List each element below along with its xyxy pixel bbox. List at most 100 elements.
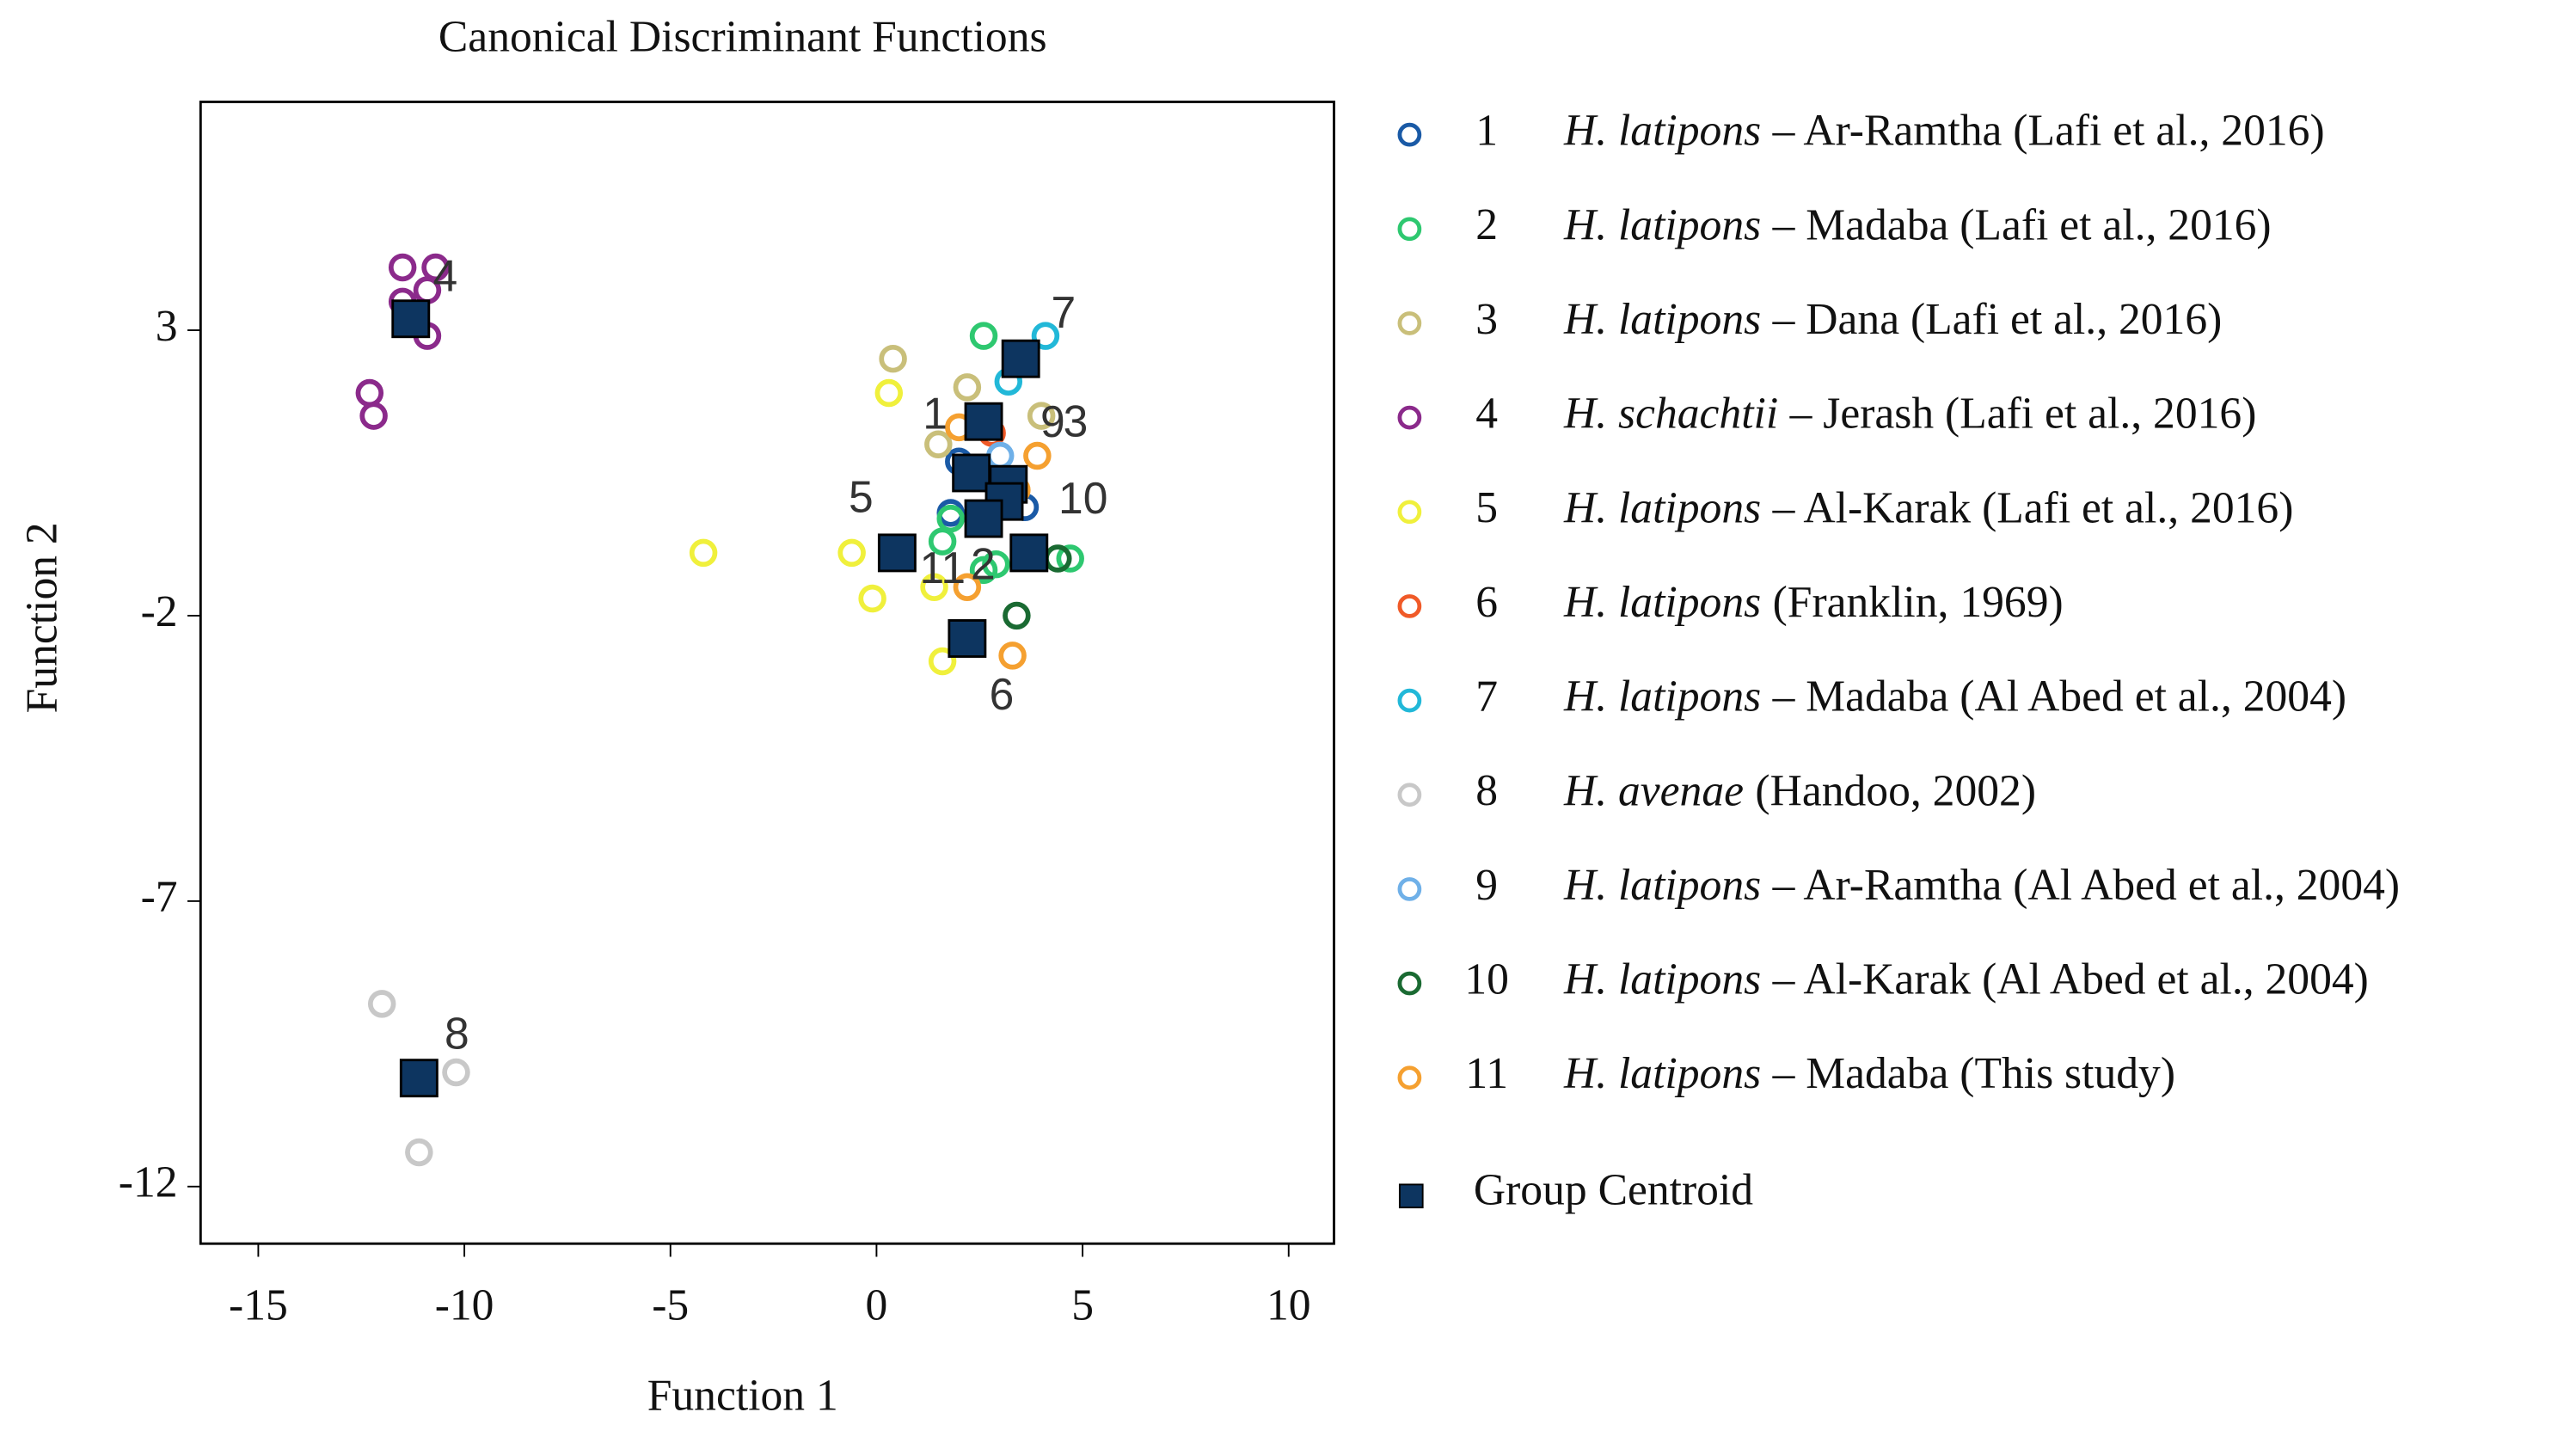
legend-number: 9: [1475, 861, 1498, 910]
legend-species: H. latipons: [1563, 955, 1761, 1004]
legend-marker: [1397, 311, 1422, 335]
legend-marker: [1397, 594, 1422, 618]
legend-species: H. latipons: [1563, 861, 1761, 910]
legend-species: H. latipons: [1563, 200, 1761, 249]
centroid-label: 5: [849, 471, 874, 521]
legend-marker: [1398, 1183, 1424, 1209]
legend-source: – Madaba (Al Abed et al., 2004): [1772, 672, 2346, 721]
point: [969, 322, 998, 350]
legend-number: 3: [1475, 295, 1498, 344]
legend-entry: H. latipons – Al-Karak (Lafi et al., 2016…: [1563, 483, 2293, 532]
point: [1056, 544, 1084, 573]
legend-source: – Ar-Ramtha (Lafi et al., 2016): [1772, 106, 2325, 155]
legend-source: – Al-Karak (Lafi et al., 2016): [1772, 483, 2294, 532]
legend-number: 1: [1475, 106, 1498, 155]
y-tick-label: -2: [141, 587, 178, 636]
point: [355, 378, 384, 408]
legend-source: – Madaba (Lafi et al., 2016): [1772, 200, 2272, 249]
legend-number: 2: [1475, 200, 1498, 249]
group-centroid: [952, 453, 991, 493]
x-tick-label: -5: [652, 1280, 689, 1329]
legend-entry: Group Centroid: [1474, 1166, 1753, 1215]
legend-source: – Al-Karak (Al Abed et al., 2004): [1772, 955, 2369, 1004]
point: [421, 253, 450, 282]
y-tick-label: 3: [156, 302, 178, 351]
legend-species: H. schachtii: [1563, 389, 1778, 438]
centroid-label: 11: [920, 543, 966, 592]
group-centroid: [399, 1059, 439, 1098]
legend-marker: [1397, 877, 1422, 901]
group-centroid: [964, 402, 1003, 441]
legend-entry: H. latipons – Dana (Lafi et al., 2016): [1563, 295, 2222, 344]
point: [1023, 441, 1052, 470]
legend-entry: H. schachtii – Jerash (Lafi et al., 2016): [1563, 389, 2256, 438]
legend-entry: H. latipons (Franklin, 1969): [1563, 578, 2064, 627]
centroid-label: 3: [1064, 396, 1089, 446]
centroid-label: 8: [445, 1009, 469, 1059]
legend-marker: [1397, 1065, 1422, 1090]
legend-species: H. avenae: [1563, 766, 1744, 815]
legend-species: H. latipons: [1563, 295, 1761, 344]
point: [367, 990, 396, 1018]
legend-marker: [1397, 971, 1422, 996]
legend-source: (Handoo, 2002): [1755, 766, 2036, 815]
centroid-label: 6: [990, 669, 1015, 719]
legend-entry: H. latipons – Madaba (This study): [1563, 1049, 2175, 1098]
legend-marker: [1397, 783, 1422, 807]
point: [1003, 601, 1031, 630]
group-centroid: [877, 533, 917, 573]
point: [936, 504, 965, 533]
point: [388, 253, 417, 282]
legend-number: 6: [1475, 578, 1498, 627]
group-centroid: [964, 499, 1003, 538]
legend-marker: [1397, 217, 1422, 242]
x-tick-label: 5: [1071, 1280, 1094, 1329]
legend-source: – Jerash (Lafi et al., 2016): [1789, 389, 2257, 438]
x-tick-label: -10: [435, 1280, 494, 1329]
legend-marker: [1397, 688, 1422, 713]
point: [1031, 322, 1060, 350]
legend-marker: [1397, 122, 1422, 147]
x-tick-label: 10: [1267, 1280, 1311, 1329]
legend-species: H. latipons: [1563, 1049, 1761, 1098]
point: [359, 402, 388, 430]
legend-marker: [1397, 405, 1422, 430]
centroid-label: 4: [433, 250, 458, 300]
legend-source: – Madaba (This study): [1772, 1049, 2175, 1098]
point: [874, 378, 904, 408]
point: [998, 642, 1027, 670]
centroid-label: 7: [1052, 287, 1076, 337]
legend-marker: [1397, 500, 1422, 525]
point: [1027, 402, 1056, 430]
point: [928, 647, 957, 676]
point: [985, 441, 1015, 470]
legend-entry: H. latipons – Ar-Ramtha (Lafi et al., 201…: [1563, 106, 2325, 155]
point: [982, 550, 1010, 579]
legend-number: 10: [1464, 955, 1509, 1004]
legend-entry: H. latipons – Ar-Ramtha (Al Abed et al., …: [1563, 861, 2400, 910]
group-centroid: [1009, 533, 1049, 573]
y-axis-label: Function 2: [18, 522, 67, 713]
y-tick-label: -7: [141, 873, 178, 922]
group-centroid: [1001, 339, 1040, 378]
legend-number: 4: [1475, 389, 1498, 438]
group-centroid: [948, 619, 987, 658]
legend-species: H. latipons: [1563, 672, 1761, 721]
legend-source: (Franklin, 1969): [1773, 578, 2064, 627]
legend-entry: H. latipons – Madaba (Lafi et al., 2016): [1563, 200, 2272, 249]
legend-entry: H. latipons – Al-Karak (Al Abed et al., 2…: [1563, 955, 2369, 1004]
point: [924, 430, 953, 459]
centroid-label: 9: [1040, 396, 1065, 446]
legend-number: 8: [1475, 766, 1498, 815]
centroid-label: 2: [971, 539, 996, 589]
legend-number: 7: [1475, 672, 1498, 721]
group-centroid: [391, 299, 431, 339]
point: [879, 344, 907, 373]
centroid-label: 1: [923, 389, 948, 439]
point: [837, 538, 866, 568]
legend-source: – Ar-Ramtha (Al Abed et al., 2004): [1772, 861, 2401, 910]
legend-source: – Dana (Lafi et al., 2016): [1772, 295, 2223, 344]
legend-entry: H. latipons – Madaba (Al Abed et al., 200…: [1563, 672, 2346, 721]
chart-title: Canonical Discriminant Functions: [439, 13, 1047, 62]
